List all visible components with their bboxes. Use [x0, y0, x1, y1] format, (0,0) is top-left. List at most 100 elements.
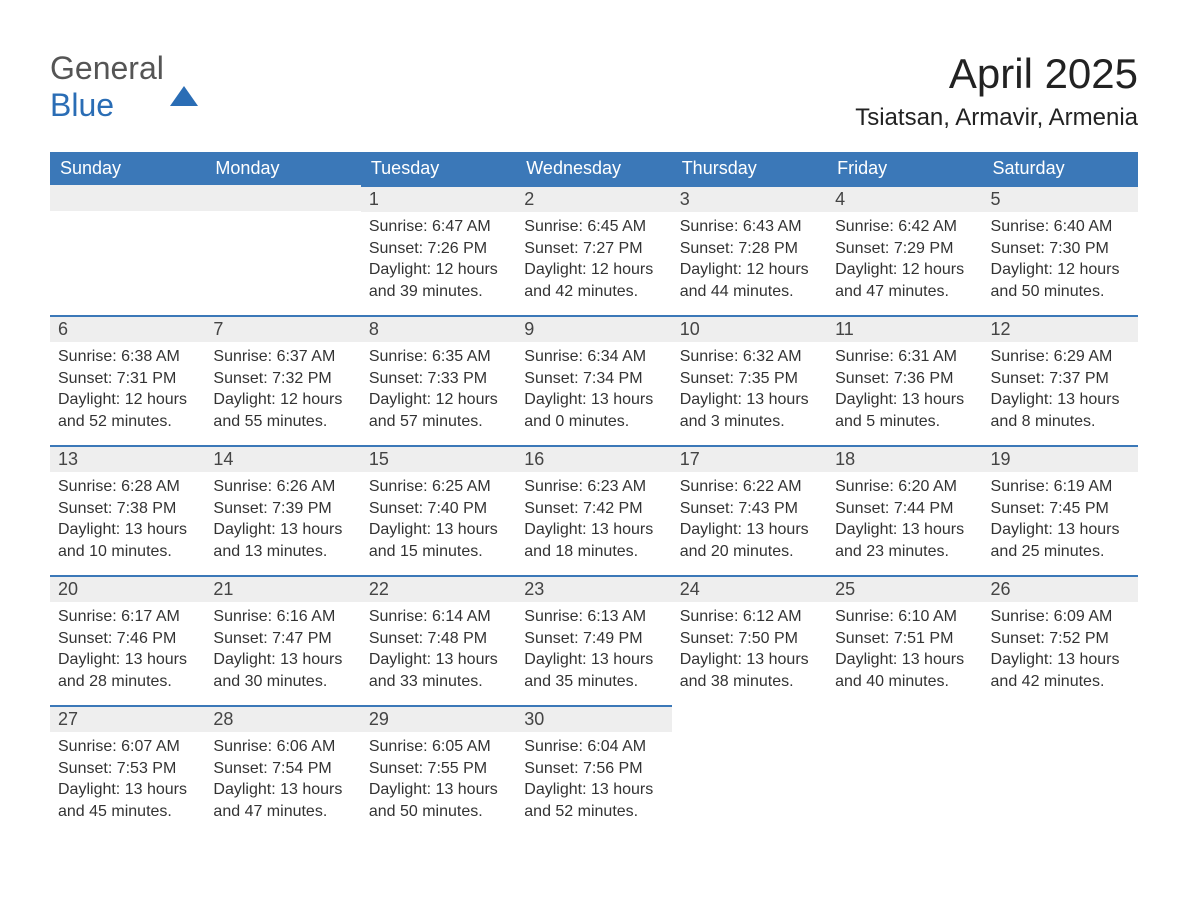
- day-dl2: and 47 minutes.: [835, 281, 974, 303]
- day-number: 13: [50, 445, 205, 472]
- day-dl1: Daylight: 13 hours: [58, 649, 197, 671]
- day-sunrise: Sunrise: 6:12 AM: [680, 606, 819, 628]
- calendar-cell: 15Sunrise: 6:25 AMSunset: 7:40 PMDayligh…: [361, 445, 516, 575]
- day-sunset: Sunset: 7:36 PM: [835, 368, 974, 390]
- day-dl1: Daylight: 13 hours: [369, 519, 508, 541]
- weekday-header: Monday: [205, 152, 360, 185]
- day-sunrise: Sunrise: 6:14 AM: [369, 606, 508, 628]
- calendar-cell: 17 Sunrise: 6:22 AMSunset: 7:43 PMDayligh…: [672, 445, 827, 575]
- calendar-cell: 30Sunrise: 6:04 AMSunset: 7:56 PMDayligh…: [516, 705, 671, 835]
- calendar-cell: 28Sunrise: 6:06 AMSunset: 7:54 PMDayligh…: [205, 705, 360, 835]
- day-sunrise: Sunrise: 6:17 AM: [58, 606, 197, 628]
- day-dl1: Daylight: 12 hours: [58, 389, 197, 411]
- month-title: April 2025: [855, 50, 1138, 98]
- logo-text-general: General: [50, 50, 164, 86]
- day-sunset: Sunset: 7:56 PM: [524, 758, 663, 780]
- day-number: 9: [516, 315, 671, 342]
- day-sunrise: Sunrise: 6:35 AM: [369, 346, 508, 368]
- day-number: 19: [983, 445, 1138, 472]
- day-dl2: and 20 minutes.: [680, 541, 819, 563]
- calendar-cell: 7Sunrise: 6:37 AMSunset: 7:32 PMDaylight…: [205, 315, 360, 445]
- day-dl1: Daylight: 12 hours: [213, 389, 352, 411]
- day-sunset: Sunset: 7:54 PM: [213, 758, 352, 780]
- day-dl1: Daylight: 13 hours: [835, 649, 974, 671]
- day-details: Sunrise: 6:20 AMSunset: 7:44 PMDaylight:…: [827, 472, 982, 570]
- calendar-cell: 9Sunrise: 6:34 AMSunset: 7:34 PMDaylight…: [516, 315, 671, 445]
- day-number: 17: [672, 445, 827, 472]
- day-dl2: and 40 minutes.: [835, 671, 974, 693]
- day-number: 2: [516, 185, 671, 212]
- day-sunrise: Sunrise: 6:43 AM: [680, 216, 819, 238]
- calendar-cell: 1Sunrise: 6:47 AMSunset: 7:26 PMDaylight…: [361, 185, 516, 315]
- day-number: 4: [827, 185, 982, 212]
- location: Tsiatsan, Armavir, Armenia: [855, 104, 1138, 132]
- day-number: 1: [361, 185, 516, 212]
- day-details: Sunrise: 6:17 AMSunset: 7:46 PMDaylight:…: [50, 602, 205, 700]
- day-sunset: Sunset: 7:39 PM: [213, 498, 352, 520]
- day-dl2: and 38 minutes.: [680, 671, 819, 693]
- calendar-row: 13Sunrise: 6:28 AMSunset: 7:38 PMDayligh…: [50, 445, 1138, 575]
- day-sunrise: Sunrise: 6:09 AM: [991, 606, 1130, 628]
- day-details: Sunrise: 6:23 AMSunset: 7:42 PMDaylight:…: [516, 472, 671, 570]
- day-sunrise: Sunrise: 6:45 AM: [524, 216, 663, 238]
- day-details: Sunrise: 6:19 AMSunset: 7:45 PMDaylight:…: [983, 472, 1138, 570]
- calendar-cell: 29Sunrise: 6:05 AMSunset: 7:55 PMDayligh…: [361, 705, 516, 835]
- day-sunset: Sunset: 7:35 PM: [680, 368, 819, 390]
- day-sunset: Sunset: 7:43 PM: [680, 498, 819, 520]
- day-sunset: Sunset: 7:33 PM: [369, 368, 508, 390]
- day-sunrise: Sunrise: 6:25 AM: [369, 476, 508, 498]
- day-dl2: and 52 minutes.: [58, 411, 197, 433]
- day-sunset: Sunset: 7:45 PM: [991, 498, 1130, 520]
- day-details: Sunrise: 6:42 AMSunset: 7:29 PMDaylight:…: [827, 212, 982, 310]
- calendar-cell: 6Sunrise: 6:38 AMSunset: 7:31 PMDaylight…: [50, 315, 205, 445]
- day-sunset: Sunset: 7:34 PM: [524, 368, 663, 390]
- day-sunrise: Sunrise: 6:31 AM: [835, 346, 974, 368]
- day-sunrise: Sunrise: 6:04 AM: [524, 736, 663, 758]
- day-sunset: Sunset: 7:37 PM: [991, 368, 1130, 390]
- day-dl2: and 57 minutes.: [369, 411, 508, 433]
- day-sunset: Sunset: 7:31 PM: [58, 368, 197, 390]
- calendar-cell: 20Sunrise: 6:17 AMSunset: 7:46 PMDayligh…: [50, 575, 205, 705]
- calendar-cell: 11Sunrise: 6:31 AMSunset: 7:36 PMDayligh…: [827, 315, 982, 445]
- calendar-cell: 8Sunrise: 6:35 AMSunset: 7:33 PMDaylight…: [361, 315, 516, 445]
- day-dl1: Daylight: 13 hours: [680, 519, 819, 541]
- calendar-cell: 3Sunrise: 6:43 AMSunset: 7:28 PMDaylight…: [672, 185, 827, 315]
- day-number: 18: [827, 445, 982, 472]
- calendar-row: 6Sunrise: 6:38 AMSunset: 7:31 PMDaylight…: [50, 315, 1138, 445]
- day-details: Sunrise: 6:31 AMSunset: 7:36 PMDaylight:…: [827, 342, 982, 440]
- day-number: 3: [672, 185, 827, 212]
- day-number: 6: [50, 315, 205, 342]
- day-sunrise: Sunrise: 6:22 AM: [680, 476, 819, 498]
- calendar-row: 1Sunrise: 6:47 AMSunset: 7:26 PMDaylight…: [50, 185, 1138, 315]
- calendar-cell: 24Sunrise: 6:12 AMSunset: 7:50 PMDayligh…: [672, 575, 827, 705]
- calendar-cell: 23Sunrise: 6:13 AMSunset: 7:49 PMDayligh…: [516, 575, 671, 705]
- day-sunset: Sunset: 7:55 PM: [369, 758, 508, 780]
- day-number: 10: [672, 315, 827, 342]
- day-sunset: Sunset: 7:38 PM: [58, 498, 197, 520]
- day-sunset: Sunset: 7:29 PM: [835, 238, 974, 260]
- day-details: Sunrise: 6:04 AMSunset: 7:56 PMDaylight:…: [516, 732, 671, 830]
- day-dl1: Daylight: 13 hours: [213, 649, 352, 671]
- title-block: April 2025 Tsiatsan, Armavir, Armenia: [855, 50, 1138, 132]
- day-number: 26: [983, 575, 1138, 602]
- day-dl2: and 3 minutes.: [680, 411, 819, 433]
- day-sunset: Sunset: 7:30 PM: [991, 238, 1130, 260]
- empty-day-header: [50, 185, 205, 211]
- calendar-table: SundayMondayTuesdayWednesdayThursdayFrid…: [50, 152, 1138, 835]
- day-dl1: Daylight: 13 hours: [213, 519, 352, 541]
- empty-day-header: [205, 185, 360, 211]
- day-sunrise: Sunrise: 6:20 AM: [835, 476, 974, 498]
- day-dl1: Daylight: 13 hours: [524, 649, 663, 671]
- calendar-cell: 13Sunrise: 6:28 AMSunset: 7:38 PMDayligh…: [50, 445, 205, 575]
- day-sunset: Sunset: 7:47 PM: [213, 628, 352, 650]
- day-details: Sunrise: 6:06 AMSunset: 7:54 PMDaylight:…: [205, 732, 360, 830]
- day-dl2: and 18 minutes.: [524, 541, 663, 563]
- day-dl1: Daylight: 12 hours: [369, 259, 508, 281]
- calendar-cell: 4Sunrise: 6:42 AMSunset: 7:29 PMDaylight…: [827, 185, 982, 315]
- day-dl1: Daylight: 12 hours: [835, 259, 974, 281]
- day-dl2: and 55 minutes.: [213, 411, 352, 433]
- day-sunrise: Sunrise: 6:05 AM: [369, 736, 508, 758]
- day-details: Sunrise: 6:10 AMSunset: 7:51 PMDaylight:…: [827, 602, 982, 700]
- calendar-cell: 10Sunrise: 6:32 AMSunset: 7:35 PMDayligh…: [672, 315, 827, 445]
- day-dl1: Daylight: 13 hours: [680, 389, 819, 411]
